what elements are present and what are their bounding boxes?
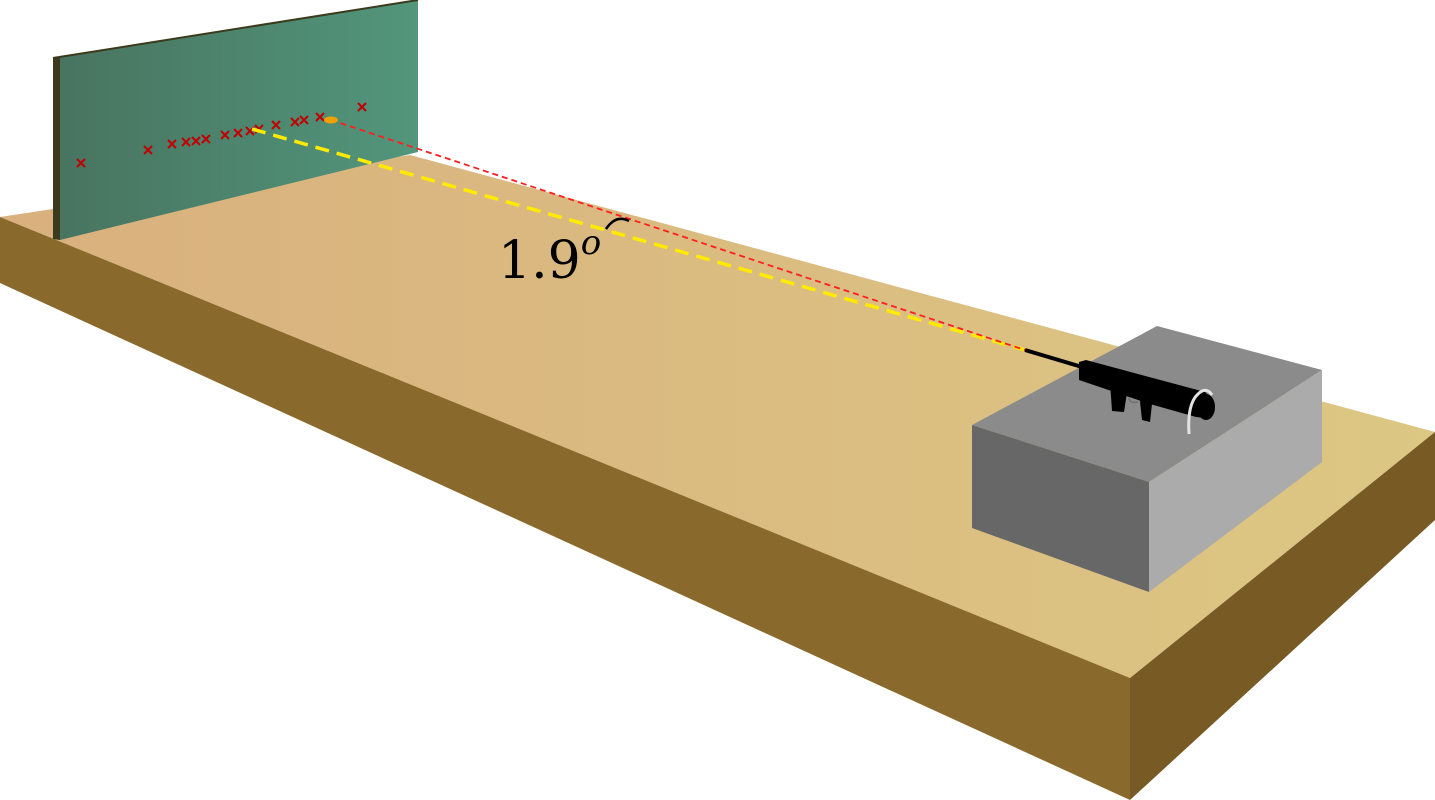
target-board-edge — [53, 57, 60, 240]
angle-value: 1.9 — [498, 231, 581, 291]
rifle-butt — [1197, 394, 1215, 420]
angle-unit: o — [581, 223, 601, 263]
bullet — [324, 117, 338, 124]
